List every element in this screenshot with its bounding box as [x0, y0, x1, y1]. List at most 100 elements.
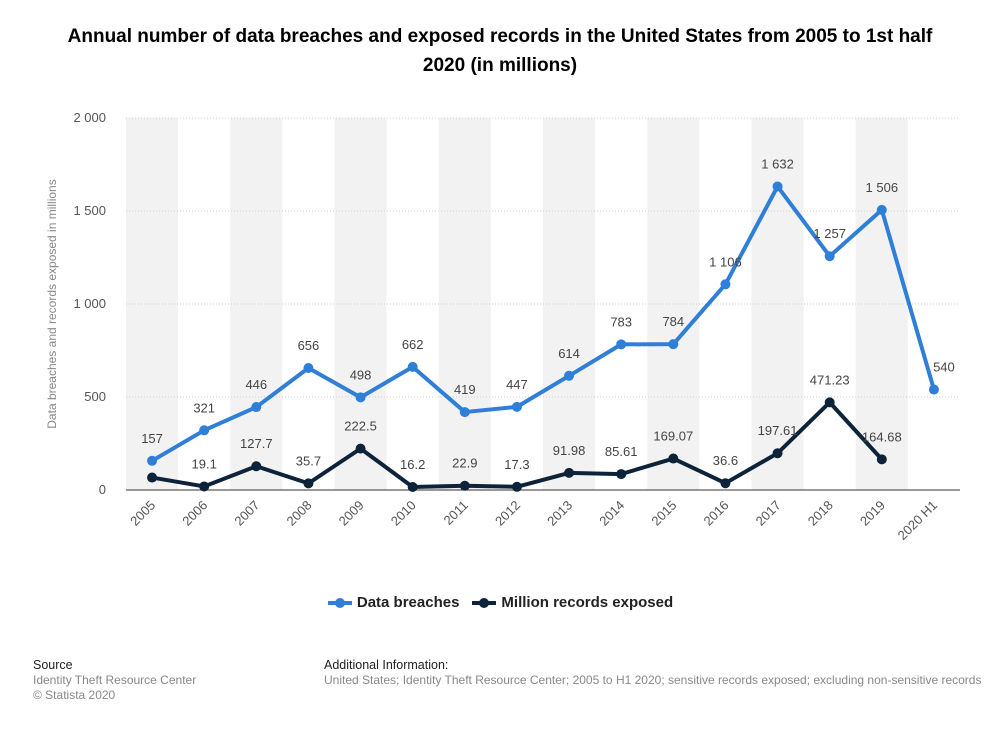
data-point [407, 481, 418, 492]
x-tick-label: 2007 [231, 498, 262, 529]
x-tick-label: 2006 [179, 498, 210, 529]
data-label: 446 [245, 377, 267, 392]
x-tick-label: 2014 [596, 498, 627, 529]
x-tick-label: 2008 [284, 498, 315, 529]
y-tick-label: 1 000 [73, 296, 106, 311]
x-tick-label: 2011 [441, 498, 471, 528]
legend-item[interactable]: Million records exposed [471, 594, 673, 611]
legend-symbol [472, 597, 497, 608]
data-label: 17.3 [504, 457, 529, 472]
data-point [459, 480, 470, 491]
x-tick-label: 2019 [857, 498, 888, 529]
data-point [147, 455, 158, 466]
data-point [511, 481, 522, 492]
x-tick-label: 2016 [701, 498, 732, 529]
data-label: 656 [298, 338, 320, 353]
data-label: 498 [350, 367, 372, 382]
data-label: 419 [454, 382, 476, 397]
data-label: 321 [193, 400, 215, 415]
x-tick-label: 2017 [753, 498, 784, 529]
data-point [668, 339, 679, 350]
source-heading: Source [33, 658, 73, 672]
data-label: 169.07 [653, 429, 693, 444]
data-point [251, 461, 262, 472]
data-point [199, 481, 210, 492]
data-point [824, 251, 835, 262]
data-label: 540 [933, 360, 955, 375]
plot-band [282, 118, 335, 490]
source: Source Identity Theft Resource Center © … [33, 658, 196, 703]
data-point [720, 279, 731, 290]
data-label: 1 632 [761, 156, 794, 171]
data-point [564, 370, 575, 381]
data-label: 784 [662, 314, 684, 329]
x-tick-label: 2009 [336, 498, 367, 529]
data-label: 783 [610, 314, 632, 329]
y-tick-label: 2 000 [73, 110, 106, 125]
data-label: 91.98 [553, 443, 586, 458]
data-point [355, 392, 366, 403]
data-point [720, 478, 731, 489]
data-label: 222.5 [344, 419, 377, 434]
data-point [355, 443, 366, 454]
data-point [564, 467, 575, 478]
plot-band [230, 118, 283, 490]
x-tick-label: 2010 [388, 498, 419, 529]
data-label: 662 [402, 337, 424, 352]
legend-item[interactable]: Data breaches [327, 594, 460, 611]
data-point [251, 402, 262, 413]
x-tick-label: 2013 [544, 498, 575, 529]
data-label: 19.1 [192, 456, 217, 471]
data-label: 157 [141, 431, 163, 446]
plot-band [543, 118, 596, 490]
legend-label: Million records exposed [501, 594, 674, 611]
data-point [876, 204, 887, 215]
data-label: 127.7 [240, 436, 273, 451]
data-label: 85.61 [605, 444, 638, 459]
x-tick-label: 2012 [492, 498, 523, 529]
legend-label: Data breaches [356, 594, 460, 611]
source-line: © Statista 2020 [33, 688, 116, 702]
data-point [824, 397, 835, 408]
data-label: 22.9 [452, 456, 477, 471]
x-tick-label: 2020 H1 [895, 498, 940, 543]
data-point [928, 384, 939, 395]
x-tick-label: 2015 [648, 498, 679, 529]
data-label: 16.2 [400, 457, 425, 472]
data-label: 35.7 [296, 453, 321, 468]
additional-info-heading: Additional Information: [324, 658, 449, 672]
data-point [772, 181, 783, 192]
data-point [511, 401, 522, 412]
data-point [147, 472, 158, 483]
data-label: 36.6 [713, 453, 738, 468]
additional-info: Additional Information: United States; I… [324, 658, 1000, 688]
y-tick-label: 1 500 [73, 203, 106, 218]
data-point [772, 448, 783, 459]
data-label: 471.23 [810, 372, 850, 387]
data-point [876, 454, 887, 465]
x-tick-label: 2018 [805, 498, 836, 529]
y-tick-label: 500 [84, 389, 106, 404]
series-line [151, 184, 936, 463]
y-axis-label: Data breaches and records exposed in mil… [45, 179, 59, 428]
plot-band [386, 118, 439, 490]
data-label: 614 [558, 346, 580, 361]
data-point [616, 469, 627, 480]
data-label: 197.61 [758, 423, 798, 438]
data-label: 164.68 [862, 429, 902, 444]
plot-band [803, 118, 856, 490]
x-tick-label: 2005 [127, 498, 158, 529]
legend: Data breaches Million records exposed [0, 594, 1000, 613]
data-point [303, 478, 314, 489]
data-point [668, 453, 679, 464]
data-point [407, 361, 418, 372]
legend-symbol [327, 597, 352, 608]
data-point [303, 362, 314, 373]
legend-marker [334, 597, 345, 608]
plot-band [126, 118, 179, 490]
data-label: 1 506 [866, 180, 899, 195]
additional-info-text: United States; Identity Theft Resource C… [324, 673, 982, 687]
data-label: 1 257 [813, 226, 846, 241]
data-label: 1 106 [709, 254, 742, 269]
